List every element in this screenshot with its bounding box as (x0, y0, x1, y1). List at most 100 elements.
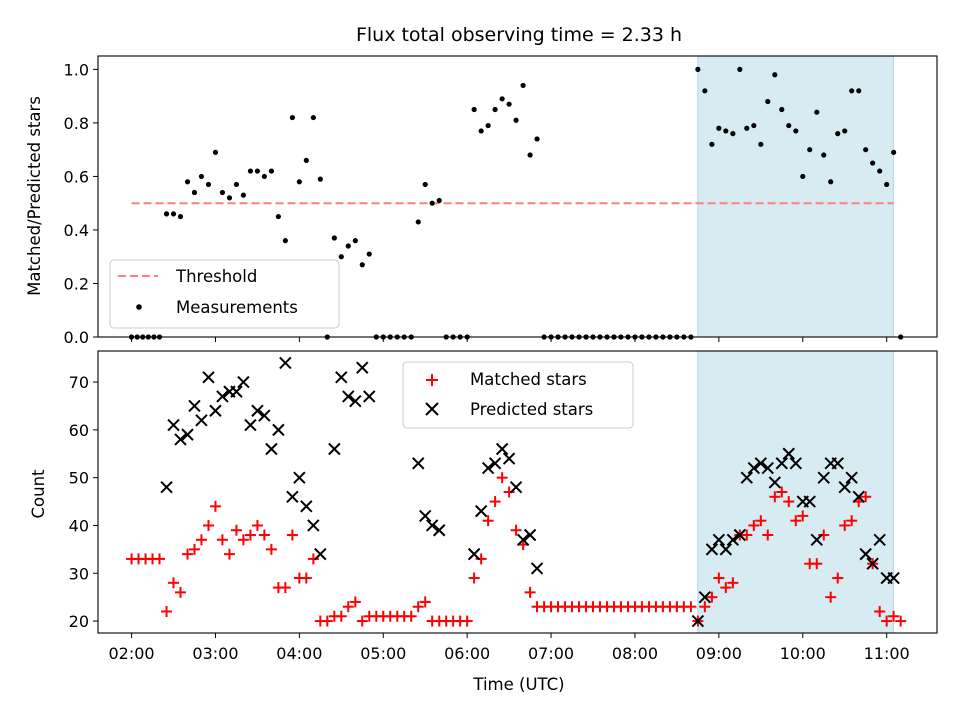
matched-star-point (797, 510, 809, 522)
predicted-star-point (307, 519, 320, 532)
matched-stars-points (126, 472, 907, 627)
measurement-point (877, 168, 883, 174)
predicted-star-point (237, 375, 250, 389)
matched-star-point (489, 496, 501, 508)
matched-star-point (811, 558, 823, 570)
bottom-highlight-span (697, 350, 894, 634)
matched-star-point (349, 596, 361, 608)
measurement-point (842, 128, 848, 134)
predicted-star-point (845, 471, 858, 484)
x-tick-label: 07:00 (528, 644, 574, 663)
x-tick-label: 10:00 (780, 644, 826, 663)
predicted-star-point (160, 481, 173, 494)
matched-star-point (825, 591, 837, 603)
x-axis-label: Time (UTC) (472, 675, 564, 694)
top-axes-frame (97, 55, 938, 338)
x-tick-label: 08:00 (612, 644, 658, 663)
predicted-star-point (768, 476, 782, 489)
measurement-point (737, 66, 743, 72)
measurement-point (296, 179, 302, 185)
matched-star-point (790, 515, 802, 527)
x-tick-label: 05:00 (360, 644, 406, 663)
legend-measurements-swatch (136, 304, 142, 310)
chart-title: Flux total observing time = 2.33 h (356, 24, 682, 46)
predicted-star-point (859, 547, 872, 561)
predicted-star-point (195, 414, 208, 427)
matched-star-point (713, 572, 725, 584)
measurement-point (345, 243, 351, 249)
predicted-star-point (209, 404, 222, 417)
matched-star-point (412, 601, 424, 613)
predicted-star-point (502, 452, 516, 465)
measurement-point (261, 173, 267, 180)
matched-star-point (174, 586, 186, 598)
bottom-legend: Matched stars Predicted stars (402, 361, 634, 429)
legend-predicted-swatch (425, 402, 439, 416)
measurement-point (814, 109, 820, 115)
predicted-star-point (279, 356, 292, 370)
predicted-star-point (852, 490, 865, 503)
measurement-point (730, 131, 736, 137)
measurement-point (534, 136, 540, 142)
bottom-y-tick-label: 60 (69, 421, 89, 440)
measurement-point (506, 101, 512, 107)
x-tick-label: 04:00 (276, 644, 322, 663)
predicted-star-point (328, 442, 341, 456)
matched-star-point (762, 529, 774, 541)
matched-star-point (265, 543, 277, 555)
matched-star-point (244, 529, 256, 541)
bottom-y-tick-label: 70 (69, 373, 89, 392)
predicted-star-point (488, 457, 502, 470)
measurement-point (779, 106, 785, 113)
predicted-star-point (167, 418, 180, 432)
measurement-point (233, 181, 240, 188)
measurement-point (709, 141, 715, 147)
matched-star-point (419, 596, 431, 608)
measurement-point (891, 149, 897, 155)
measurement-point (499, 96, 505, 102)
measurement-point (751, 122, 757, 129)
legend-predicted-label: Predicted stars (470, 400, 593, 419)
measurement-point (198, 173, 205, 180)
measurement-point (821, 152, 827, 158)
top-y-tick-label: 1.0 (64, 60, 89, 79)
predicted-star-point (363, 390, 376, 403)
predicted-stars-points (160, 356, 900, 628)
predicted-star-point (335, 371, 348, 384)
matched-star-point (769, 491, 781, 503)
measurement-point (478, 128, 484, 134)
matched-star-point (776, 486, 788, 498)
matched-star-point (839, 519, 851, 531)
measurement-point (863, 147, 869, 153)
bottom-y-tick-label: 50 (69, 469, 89, 488)
measurement-point (212, 149, 219, 155)
bottom-y-axis-label: Count (29, 469, 48, 519)
predicted-star-point (258, 409, 271, 422)
predicted-star-point (314, 547, 327, 561)
matched-star-point (895, 615, 907, 627)
measurement-point (331, 235, 337, 241)
predicted-star-point (293, 471, 306, 484)
measurement-point (520, 82, 526, 89)
predicted-star-point (216, 390, 229, 403)
predicted-star-point (873, 533, 886, 547)
predicted-star-point (188, 399, 201, 413)
measurement-point (268, 168, 275, 174)
measurement-point (282, 238, 288, 244)
measurement-point (184, 179, 191, 185)
measurement-point (310, 114, 316, 121)
measurement-point (177, 213, 184, 220)
measurement-point (723, 128, 729, 134)
matched-star-point (699, 601, 711, 613)
predicted-star-point (803, 495, 816, 508)
predicted-star-point (251, 404, 264, 417)
top-y-tick-label: 0.2 (64, 274, 89, 293)
x-tick-label: 03:00 (192, 644, 238, 663)
top-x-ticks (131, 337, 888, 342)
measurement-point (240, 192, 246, 198)
measurement-point (716, 125, 722, 131)
matched-star-point (153, 553, 165, 565)
top-y-tick-label: 0.0 (64, 328, 89, 347)
matched-star-point (251, 519, 263, 531)
